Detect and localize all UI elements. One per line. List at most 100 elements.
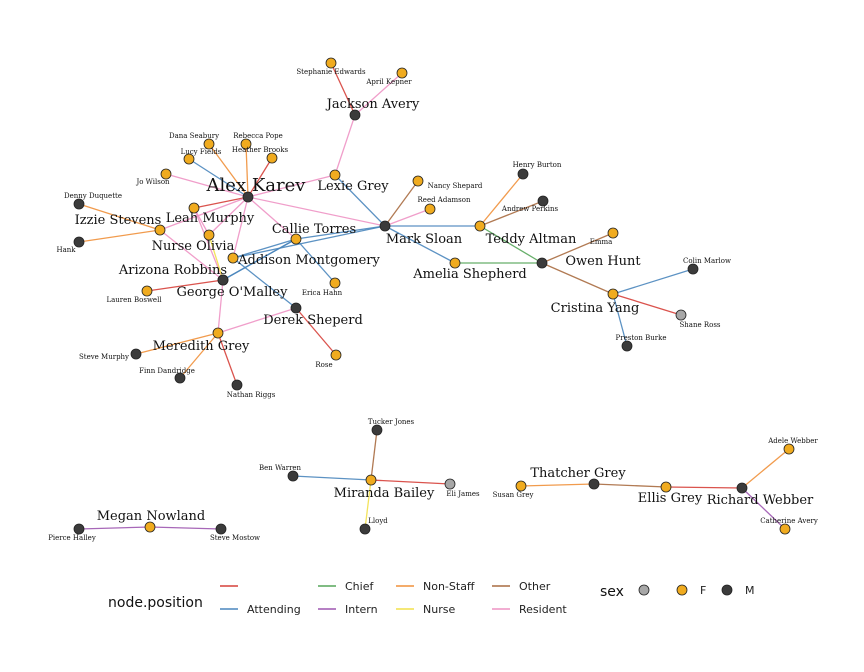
node-preston-burke xyxy=(621,340,633,352)
node-nurse-olivia xyxy=(203,229,215,241)
node-label-ben-warren: Ben Warren xyxy=(259,464,302,472)
node-label-andrew-perkins: Andrew Perkins xyxy=(501,205,559,213)
node-label-susan-grey: Susan Grey xyxy=(493,491,534,499)
node-label-lauren-boswell: Lauren Boswell xyxy=(106,296,162,304)
node-alex-karev xyxy=(242,191,254,203)
node-emma xyxy=(607,227,619,239)
edge-lexie-grey-alex-karev xyxy=(247,174,336,198)
node-april-kepner xyxy=(396,67,408,79)
node-stephanie-edwards xyxy=(325,57,337,69)
node-amelia-shepherd xyxy=(449,257,461,269)
legend-position-label-intern: Intern xyxy=(345,603,378,616)
edge-miranda-bailey-eli-james xyxy=(370,479,451,485)
node-tucker-jones xyxy=(371,424,383,436)
node-jo-wilson xyxy=(160,168,172,180)
node-finn-dandridge xyxy=(174,372,186,384)
node-meredith-grey xyxy=(212,327,224,339)
node-miranda-bailey xyxy=(365,474,377,486)
node-label-eli-james: Eli James xyxy=(446,490,480,498)
node-label-mark-sloan: Mark Sloan xyxy=(386,232,463,247)
edge-alex-karev-lucy-fields xyxy=(188,158,249,198)
node-label-steve-mostow: Steve Mostow xyxy=(210,534,260,542)
edge-mark-sloan-reed-adamson xyxy=(384,208,431,227)
node-reed-adamson xyxy=(424,203,436,215)
edge-mark-sloan-nancy-shepard xyxy=(384,180,419,227)
legend-position-label-chief: Chief xyxy=(345,580,374,593)
edge-mark-sloan-amelia-shepherd xyxy=(384,225,456,264)
node-label-thatcher-grey: Thatcher Grey xyxy=(530,466,626,481)
legend-position-label-resident: Resident xyxy=(519,603,567,616)
node-label-april-kepner: April Kepner xyxy=(365,78,412,86)
edge-teddy-altman-owen-hunt xyxy=(479,225,543,264)
edge-jackson-avery-lexie-grey xyxy=(334,114,356,176)
node-jackson-avery xyxy=(349,109,361,121)
node-derek-sheperd xyxy=(290,302,302,314)
node-label-george-o-malley: George O'Malley xyxy=(177,285,289,300)
edge-meredith-grey-steve-murphy xyxy=(135,332,219,355)
legend-position-label-other: Other xyxy=(519,580,551,593)
edge-ben-warren-miranda-bailey xyxy=(292,475,372,481)
node-label-teddy-altman: Teddy Altman xyxy=(486,232,577,247)
node-ellis-grey xyxy=(660,481,672,493)
node-label-stephanie-edwards: Stephanie Edwards xyxy=(296,68,366,76)
node-rose xyxy=(330,349,342,361)
node-addison-montgomery xyxy=(227,252,239,264)
node-label-nurse-olivia: Nurse Olivia xyxy=(152,239,235,254)
legend-position-label-nurse: Nurse xyxy=(423,603,455,616)
legend-sex-label-f: F xyxy=(700,584,706,597)
edge-callie-torres-mark-sloan xyxy=(295,225,386,240)
edge-leah-murphy-arizona-robbins xyxy=(193,207,224,281)
labels-layer: Stephanie Edwards April Kepner Jackson Ave… xyxy=(48,68,818,542)
edge-alex-karev-addison-montgomery xyxy=(232,196,249,259)
edge-cristina-yang-preston-burke xyxy=(612,293,628,347)
node-label-meredith-grey: Meredith Grey xyxy=(153,339,250,354)
node-label-preston-burke: Preston Burke xyxy=(616,334,667,342)
node-label-miranda-bailey: Miranda Bailey xyxy=(334,486,435,501)
edge-teddy-altman-andrew-perkins xyxy=(479,200,544,227)
node-richard-webber xyxy=(736,482,748,494)
node-label-leah-murphy: Leah Murphy xyxy=(166,211,255,226)
node-label-adele-webber: Adele Webber xyxy=(767,437,818,445)
edge-izzie-stevens-hank xyxy=(78,229,161,243)
node-owen-hunt xyxy=(536,257,548,269)
node-label-catherine-avery: Catherine Avery xyxy=(760,517,818,525)
edge-owen-hunt-cristina-yang xyxy=(541,262,614,295)
node-steve-murphy xyxy=(130,348,142,360)
node-label-emma: Emma xyxy=(590,238,613,246)
node-leah-murphy xyxy=(188,202,200,214)
legend-position-label-attending: Attending xyxy=(247,603,301,616)
node-eli-james xyxy=(444,478,456,490)
node-label-reed-adamson: Reed Adamson xyxy=(418,196,471,204)
node-erica-hahn xyxy=(329,277,341,289)
edge-alex-karev-nurse-olivia xyxy=(208,196,249,236)
node-denny-duquette xyxy=(73,198,85,210)
node-henry-burton xyxy=(517,168,529,180)
edge-izzie-stevens-george-o-malley xyxy=(159,229,224,281)
node-label-heather-brooks: Heather Brooks xyxy=(232,146,289,154)
node-nancy-shepard xyxy=(412,175,424,187)
node-lucy-fields xyxy=(183,153,195,165)
node-label-derek-sheperd: Derek Sheperd xyxy=(263,313,363,328)
legend-sex-label-m: M xyxy=(745,584,755,597)
node-label-owen-hunt: Owen Hunt xyxy=(565,254,641,269)
edge-alex-karev-dana-seabury xyxy=(208,143,249,198)
node-label-izzie-stevens: Izzie Stevens xyxy=(75,213,162,228)
node-pierce-halley xyxy=(73,523,85,535)
node-label-lloyd: Lloyd xyxy=(368,517,388,525)
legend: node.position Chief Non-Staff Other Attendi… xyxy=(108,580,755,616)
node-label-cristina-yang: Cristina Yang xyxy=(551,301,640,316)
node-label-shane-ross: Shane Ross xyxy=(679,321,720,329)
node-label-lucy-fields: Lucy Fields xyxy=(181,148,222,156)
legend-position-label-non-staff: Non-Staff xyxy=(423,580,475,593)
edge-meredith-grey-nathan-riggs xyxy=(217,332,238,386)
node-label-ellis-grey: Ellis Grey xyxy=(638,491,703,506)
edge-stephanie-edwards-jackson-avery xyxy=(330,62,356,116)
edge-thatcher-grey-ellis-grey xyxy=(593,483,667,488)
node-label-lexie-grey: Lexie Grey xyxy=(317,179,389,194)
edge-arizona-robbins-lauren-boswell xyxy=(146,279,224,292)
node-izzie-stevens xyxy=(154,224,166,236)
edge-april-kepner-jackson-avery xyxy=(354,72,403,116)
node-colin-marlow xyxy=(687,263,699,275)
edge-cristina-yang-shane-ross xyxy=(612,293,682,316)
